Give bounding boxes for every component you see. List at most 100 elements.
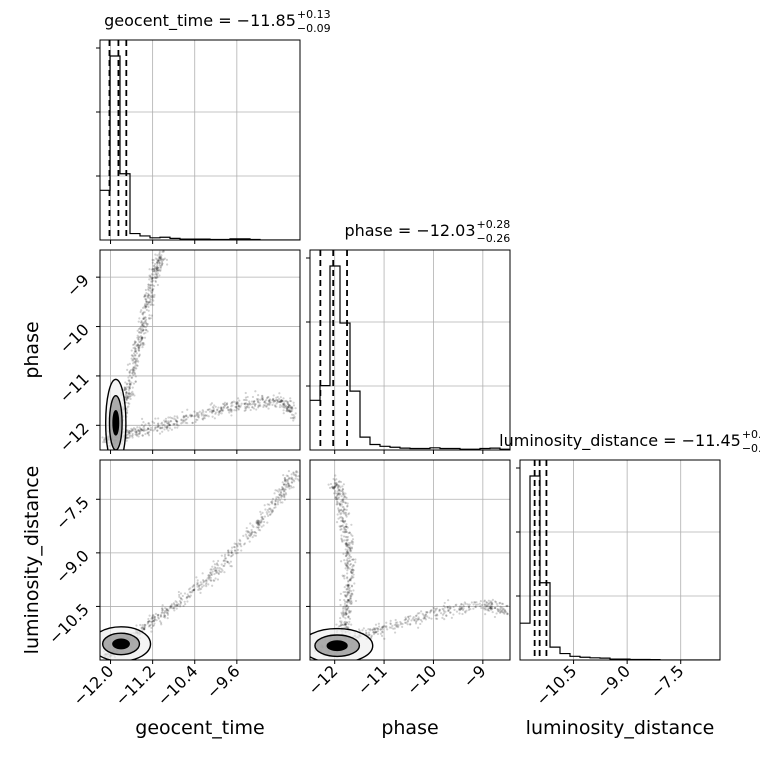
sample-point: [271, 497, 275, 500]
sample-point: [348, 583, 351, 586]
sample-point: [345, 554, 349, 557]
sample-point: [346, 583, 350, 586]
sample-point: [332, 477, 335, 481]
sample-point: [152, 624, 156, 627]
sample-point: [460, 602, 463, 606]
sample-point: [344, 610, 348, 613]
sample-point: [144, 320, 147, 324]
sample-point: [207, 415, 210, 418]
sample-point: [142, 341, 145, 345]
sample-point: [483, 603, 486, 606]
x-tick-label: −9.6: [203, 661, 244, 702]
sample-point: [213, 572, 216, 576]
sample-point: [287, 404, 291, 407]
sample-point: [153, 426, 157, 429]
sample-point: [274, 399, 277, 403]
sample-point: [271, 510, 274, 513]
sample-point: [282, 409, 285, 412]
sample-point: [222, 559, 226, 562]
sample-point: [160, 422, 163, 425]
sample-point: [506, 612, 509, 615]
sample-point: [485, 608, 488, 611]
sample-point: [242, 534, 245, 537]
sample-point: [256, 399, 259, 402]
sample-point: [434, 608, 438, 611]
sample-point: [333, 485, 336, 488]
sample-point: [401, 625, 404, 629]
sample-point: [343, 525, 346, 529]
sample-point: [157, 268, 161, 272]
sample-point: [208, 408, 211, 411]
sample-point: [344, 562, 347, 565]
sample-point: [365, 631, 368, 635]
sample-point: [332, 487, 335, 490]
sample-point: [278, 400, 281, 404]
sample-point: [160, 263, 164, 267]
sample-point: [175, 422, 178, 426]
sample-point: [126, 382, 129, 385]
sample-point: [365, 632, 368, 635]
sample-point: [233, 542, 236, 545]
sample-point: [279, 396, 282, 399]
sample-point: [345, 530, 348, 533]
sample-point: [257, 528, 260, 531]
sample-point: [345, 588, 348, 591]
sample-point: [254, 534, 258, 537]
sample-point: [150, 291, 153, 295]
sample-point: [137, 349, 141, 352]
sample-point: [491, 598, 494, 601]
sample-point: [142, 429, 145, 432]
sample-point: [183, 419, 186, 422]
sample-point: [123, 386, 126, 389]
sample-point: [380, 634, 384, 637]
sample-point: [143, 311, 146, 314]
sample-point: [140, 329, 143, 332]
sample-point: [156, 275, 159, 278]
sample-point: [338, 503, 342, 506]
sample-point: [449, 611, 452, 614]
sample-point: [281, 400, 284, 403]
sample-point: [350, 558, 354, 561]
sample-point: [212, 410, 215, 413]
sample-point: [281, 494, 284, 497]
sample-point: [147, 289, 150, 292]
sample-point: [345, 605, 348, 608]
sample-point: [145, 428, 148, 432]
sample-point: [140, 338, 143, 341]
sample-point: [285, 493, 288, 496]
sample-point: [200, 412, 203, 416]
sample-point: [162, 250, 165, 253]
sample-point: [123, 388, 126, 391]
sample-point: [162, 612, 166, 615]
sample-point: [158, 432, 162, 435]
sample-point: [207, 574, 210, 577]
sample-point: [199, 583, 202, 586]
sample-point: [215, 569, 218, 573]
sample-point: [230, 408, 233, 411]
sample-point: [144, 328, 148, 331]
sample-point: [244, 398, 247, 402]
sample-point: [282, 487, 285, 491]
sample-point: [346, 593, 349, 596]
sample-point: [418, 611, 421, 615]
sample-point: [153, 267, 156, 271]
sample-point: [272, 399, 275, 402]
sample-point: [334, 492, 337, 495]
sample-point: [395, 625, 398, 628]
sample-point: [407, 615, 410, 618]
sample-point: [276, 501, 279, 504]
sample-point: [335, 483, 338, 487]
sample-point: [103, 441, 107, 444]
sample-point: [332, 485, 335, 489]
sample-point: [155, 265, 158, 269]
sample-point: [141, 336, 144, 339]
sample-point: [283, 488, 286, 491]
sample-point: [175, 420, 178, 423]
sample-point: [344, 525, 348, 528]
sample-point: [137, 429, 140, 432]
sample-point: [396, 626, 400, 629]
sample-point: [144, 306, 147, 309]
sample-point: [382, 624, 385, 628]
sample-point: [422, 614, 425, 617]
sample-point: [186, 596, 189, 599]
